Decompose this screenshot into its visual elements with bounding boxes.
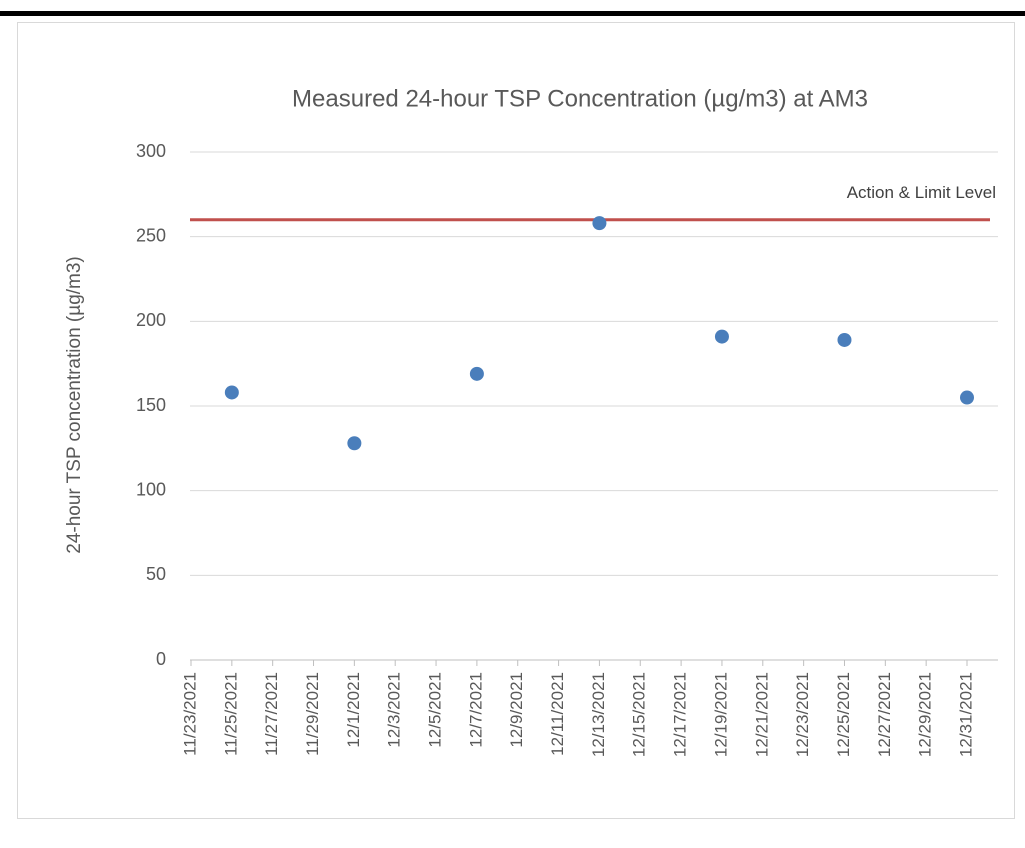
x-tick-label: 12/21/2021	[752, 672, 771, 757]
x-tick-label: 11/25/2021	[221, 672, 240, 756]
data-point	[469, 366, 484, 381]
x-tick-label: 12/15/2021	[630, 672, 649, 757]
y-tick-label: 250	[136, 225, 166, 245]
chart-border	[17, 22, 1015, 819]
data-point	[714, 329, 729, 344]
y-tick-label: 0	[156, 649, 166, 669]
x-tick-label: 12/27/2021	[875, 672, 894, 757]
x-tick-label: 12/9/2021	[507, 672, 526, 748]
y-tick-label: 50	[146, 564, 166, 584]
y-tick-label: 150	[136, 395, 166, 415]
data-point	[224, 385, 239, 400]
x-tick-label: 12/13/2021	[589, 672, 608, 757]
data-point	[592, 216, 607, 231]
x-tick-label: 12/25/2021	[834, 672, 853, 757]
y-tick-label: 300	[136, 141, 166, 161]
x-tick-label: 12/23/2021	[793, 672, 812, 757]
x-tick-label: 12/31/2021	[956, 672, 975, 757]
x-tick-label: 12/7/2021	[466, 672, 485, 748]
top-rule	[0, 11, 1025, 16]
x-tick-label: 12/11/2021	[548, 672, 567, 756]
x-tick-label: 12/29/2021	[916, 672, 935, 757]
data-point	[837, 332, 852, 347]
data-point	[960, 390, 974, 405]
y-tick-label: 100	[136, 479, 166, 499]
x-tick-label: 12/5/2021	[426, 672, 445, 748]
x-tick-label: 11/29/2021	[303, 672, 322, 756]
x-tick-label: 12/17/2021	[671, 672, 690, 757]
chart-title: Measured 24-hour TSP Concentration (µg/m…	[292, 85, 868, 112]
x-tick-label: 12/3/2021	[385, 672, 404, 748]
y-axis-label: 24-hour TSP concentration (µg/m3)	[64, 256, 85, 554]
reference-label: Action & Limit Level	[847, 183, 996, 202]
x-tick-label: 12/1/2021	[344, 672, 363, 748]
x-tick-label: 11/27/2021	[262, 672, 281, 756]
x-tick-label: 12/19/2021	[711, 672, 730, 757]
x-tick-label: 11/23/2021	[180, 672, 199, 756]
data-point	[347, 436, 362, 451]
y-tick-label: 200	[136, 310, 166, 330]
